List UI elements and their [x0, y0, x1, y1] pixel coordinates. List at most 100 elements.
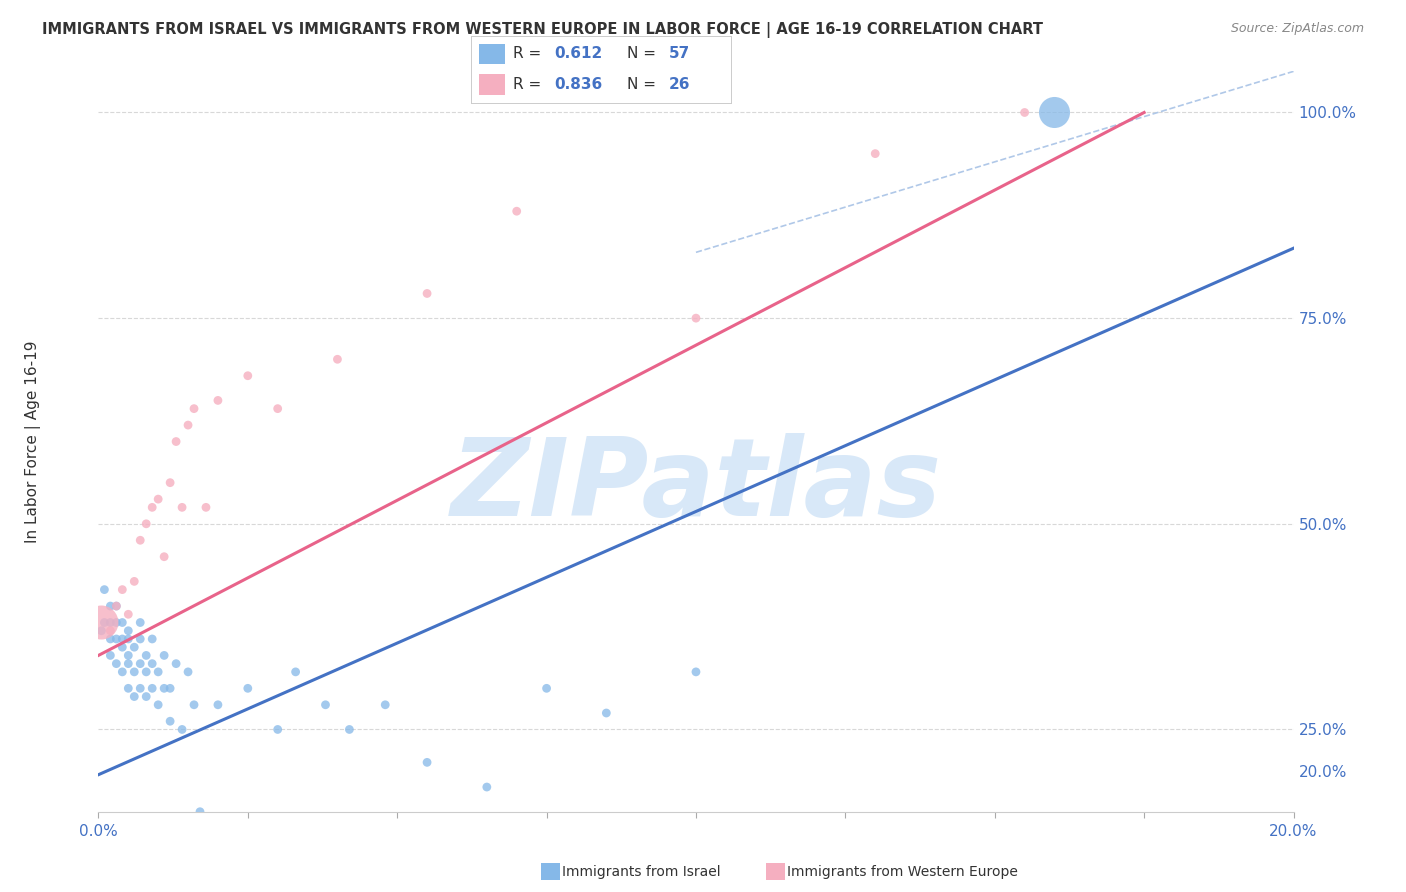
Point	[315, 698, 337, 712]
Point	[159, 714, 181, 729]
Point	[105, 599, 128, 613]
Point	[339, 723, 360, 737]
Point	[105, 657, 128, 671]
Point	[135, 648, 157, 663]
Point	[177, 665, 200, 679]
Point	[267, 723, 290, 737]
Point	[135, 690, 157, 704]
Point	[416, 756, 439, 770]
Point	[111, 615, 134, 630]
Point	[195, 500, 218, 515]
Point	[129, 632, 152, 646]
Point	[100, 624, 122, 638]
Point	[124, 690, 146, 704]
Point	[159, 475, 181, 490]
Point	[90, 624, 112, 638]
Point	[374, 698, 396, 712]
Point	[124, 665, 146, 679]
Point	[117, 607, 139, 622]
Point	[117, 632, 139, 646]
Point	[284, 665, 307, 679]
Point	[129, 657, 152, 671]
Text: N =: N =	[627, 46, 661, 62]
Point	[267, 401, 290, 416]
Point	[111, 665, 134, 679]
Point	[141, 681, 163, 696]
Point	[93, 582, 115, 597]
Point	[148, 665, 170, 679]
Point	[165, 434, 187, 449]
Point	[188, 805, 211, 819]
Text: ZIPatlas: ZIPatlas	[450, 433, 942, 539]
Text: 57: 57	[669, 46, 690, 62]
Point	[117, 648, 139, 663]
Point	[207, 698, 229, 712]
Point	[105, 615, 128, 630]
Text: R =: R =	[513, 46, 546, 62]
Point	[124, 640, 146, 655]
Point	[183, 698, 205, 712]
Point	[685, 311, 707, 326]
Point	[475, 780, 498, 794]
Point	[159, 681, 181, 696]
Point	[100, 599, 122, 613]
Point	[536, 681, 558, 696]
Point	[141, 657, 163, 671]
Text: Immigrants from Israel: Immigrants from Israel	[562, 865, 721, 880]
Point	[135, 516, 157, 531]
Point	[129, 681, 152, 696]
Point	[100, 648, 122, 663]
Text: IMMIGRANTS FROM ISRAEL VS IMMIGRANTS FROM WESTERN EUROPE IN LABOR FORCE | AGE 16: IMMIGRANTS FROM ISRAEL VS IMMIGRANTS FRO…	[42, 22, 1043, 38]
Point	[148, 492, 170, 507]
Point	[117, 681, 139, 696]
Point	[165, 657, 187, 671]
FancyBboxPatch shape	[479, 75, 505, 95]
Point	[416, 286, 439, 301]
Text: In Labor Force | Age 16-19: In Labor Force | Age 16-19	[25, 340, 41, 543]
Point	[236, 368, 259, 383]
Point	[141, 500, 163, 515]
Point	[129, 615, 152, 630]
Point	[141, 632, 163, 646]
Text: 20.0%: 20.0%	[1270, 824, 1317, 839]
Point	[865, 146, 887, 161]
Point	[685, 665, 707, 679]
Point	[90, 615, 112, 630]
Point	[172, 723, 194, 737]
Point	[177, 418, 200, 433]
Point	[105, 599, 128, 613]
Text: Source: ZipAtlas.com: Source: ZipAtlas.com	[1230, 22, 1364, 36]
Point	[100, 632, 122, 646]
Point	[135, 665, 157, 679]
Text: 0.612: 0.612	[554, 46, 603, 62]
Point	[148, 698, 170, 712]
Point	[595, 706, 617, 720]
Point	[129, 533, 152, 548]
Text: Immigrants from Western Europe: Immigrants from Western Europe	[787, 865, 1018, 880]
Point	[1014, 105, 1036, 120]
Text: 0.836: 0.836	[554, 77, 603, 92]
Point	[153, 549, 176, 564]
Point	[326, 352, 349, 367]
Point	[1043, 105, 1066, 120]
Point	[153, 681, 176, 696]
Point	[105, 632, 128, 646]
Point	[111, 582, 134, 597]
Text: 26: 26	[669, 77, 690, 92]
Text: R =: R =	[513, 77, 546, 92]
Point	[111, 640, 134, 655]
Point	[153, 648, 176, 663]
Point	[183, 401, 205, 416]
Point	[100, 615, 122, 630]
Point	[236, 681, 259, 696]
Point	[207, 393, 229, 408]
FancyBboxPatch shape	[479, 44, 505, 64]
Point	[124, 574, 146, 589]
Point	[117, 624, 139, 638]
Point	[506, 204, 529, 219]
Point	[111, 632, 134, 646]
Text: 0.0%: 0.0%	[79, 824, 118, 839]
Point	[117, 657, 139, 671]
Point	[172, 500, 194, 515]
Point	[93, 615, 115, 630]
